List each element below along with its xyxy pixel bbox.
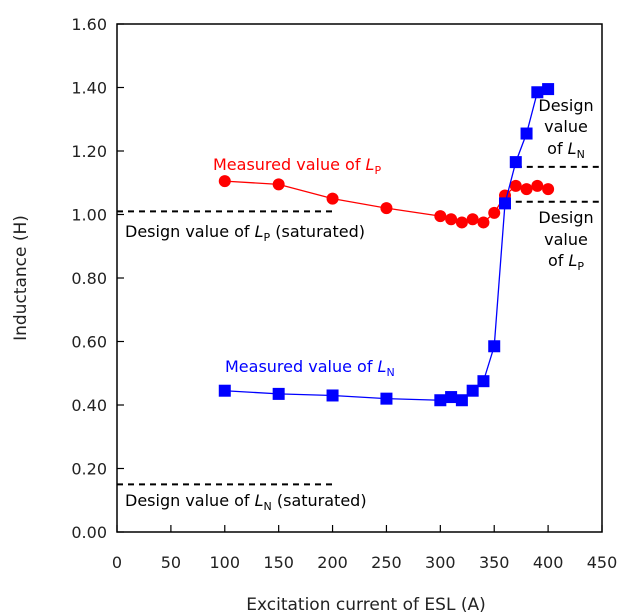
y-axis-label: Inductance (H) [11, 215, 31, 341]
ln-design-line3: of LN [547, 139, 585, 161]
ln-sat-sub: N [264, 500, 272, 513]
ln-design-sym: L [568, 139, 577, 158]
x-tick-label: 150 [263, 553, 294, 572]
ln-design-of: of [547, 139, 568, 158]
y-tick-label: 0.00 [71, 523, 107, 542]
y-tick-label: 0.60 [71, 333, 107, 352]
data-point [466, 384, 479, 397]
ln-measured-text: Measured value of [225, 357, 378, 376]
series-line [224, 88, 549, 401]
lp-design-sym: L [568, 251, 577, 270]
lp-sat-sym: L [255, 222, 264, 241]
x-tick-label: 400 [533, 553, 564, 572]
data-point [488, 206, 501, 219]
data-point [542, 183, 555, 196]
data-point [326, 389, 339, 402]
y-tick-label: 0.40 [71, 396, 107, 415]
y-tick-label: 0.80 [71, 269, 107, 288]
data-point [542, 83, 555, 96]
data-point [477, 375, 490, 388]
lp-design-line1: Design [538, 208, 593, 227]
ln-design-label: Design value of LN [538, 96, 593, 161]
ln-design-line2: value [544, 117, 588, 136]
data-point [466, 213, 479, 226]
ln-saturated-label: Design value of LN (saturated) [125, 491, 367, 513]
ln-measured-label: Measured value of LN [225, 357, 395, 379]
data-point [509, 179, 522, 192]
x-tick-label: 300 [425, 553, 456, 572]
data-point [477, 216, 490, 229]
y-tick-label: 1.20 [71, 142, 107, 161]
x-tick-label: 200 [317, 553, 348, 572]
ln-sat-sym: L [255, 491, 264, 510]
data-point [520, 127, 533, 140]
data-point [531, 179, 544, 192]
data-point [326, 192, 339, 205]
data-point [380, 392, 393, 405]
lp-measured-text: Measured value of [213, 155, 366, 174]
lp-design-label: Design value of LP [538, 208, 593, 273]
ln-sat-suffix: (saturated) [272, 491, 367, 510]
data-point [531, 86, 544, 99]
ln-design-line1: Design [538, 96, 593, 115]
ln-sat-text: Design value of [125, 491, 255, 510]
lp-design-line2: value [544, 230, 588, 249]
y-tick-label: 1.40 [71, 79, 107, 98]
data-point [445, 391, 458, 404]
data-point [499, 197, 511, 210]
x-axis-label: Excitation current of ESL (A) [246, 595, 485, 615]
data-point [380, 202, 393, 215]
data-point [520, 183, 533, 196]
reference-lines [117, 165, 602, 486]
data-point [434, 394, 447, 407]
x-tick-label: 0 [112, 553, 122, 572]
lp-sat-sub: P [264, 231, 271, 244]
x-axis-ticks: 0 50 100 150 200 250 300 350 400 450 [112, 525, 617, 572]
lp-measured-sym: L [366, 155, 375, 174]
data-point [455, 216, 468, 229]
ln-measured-sym: L [378, 357, 387, 376]
x-tick-label: 250 [371, 553, 402, 572]
lp-sat-text: Design value of [125, 222, 255, 241]
ln-measured-sub: N [386, 366, 394, 379]
y-axis-ticks: 0.00 0.20 0.40 0.60 0.80 1.00 1.20 1.40 1.60 [71, 15, 124, 542]
y-tick-label: 1.60 [71, 15, 107, 34]
y-tick-label: 1.00 [71, 206, 107, 225]
lp-saturated-label: Design value of LP (saturated) [125, 222, 365, 244]
data-point [488, 340, 501, 353]
data-point [272, 178, 285, 191]
lp-design-line3: of LP [548, 251, 584, 273]
x-tick-label: 50 [161, 553, 181, 572]
data-point [434, 210, 447, 223]
lp-design-of: of [548, 251, 569, 270]
data-point [272, 387, 285, 400]
data-point [445, 213, 458, 226]
data-point [218, 384, 231, 397]
plot-area-frame [116, 23, 603, 533]
data-series [218, 83, 555, 407]
lp-measured-label: Measured value of LP [213, 155, 381, 177]
data-point [218, 175, 231, 188]
series-ln [218, 83, 555, 407]
ln-design-sub: N [577, 148, 585, 161]
lp-design-sub: P [577, 260, 584, 273]
x-tick-label: 100 [210, 553, 241, 572]
data-point [455, 394, 468, 407]
data-point [509, 156, 522, 169]
x-tick-label: 450 [587, 553, 618, 572]
x-tick-label: 350 [479, 553, 510, 572]
y-tick-label: 0.20 [71, 460, 107, 479]
lp-sat-suffix: (saturated) [270, 222, 365, 241]
lp-measured-sub: P [374, 164, 381, 177]
